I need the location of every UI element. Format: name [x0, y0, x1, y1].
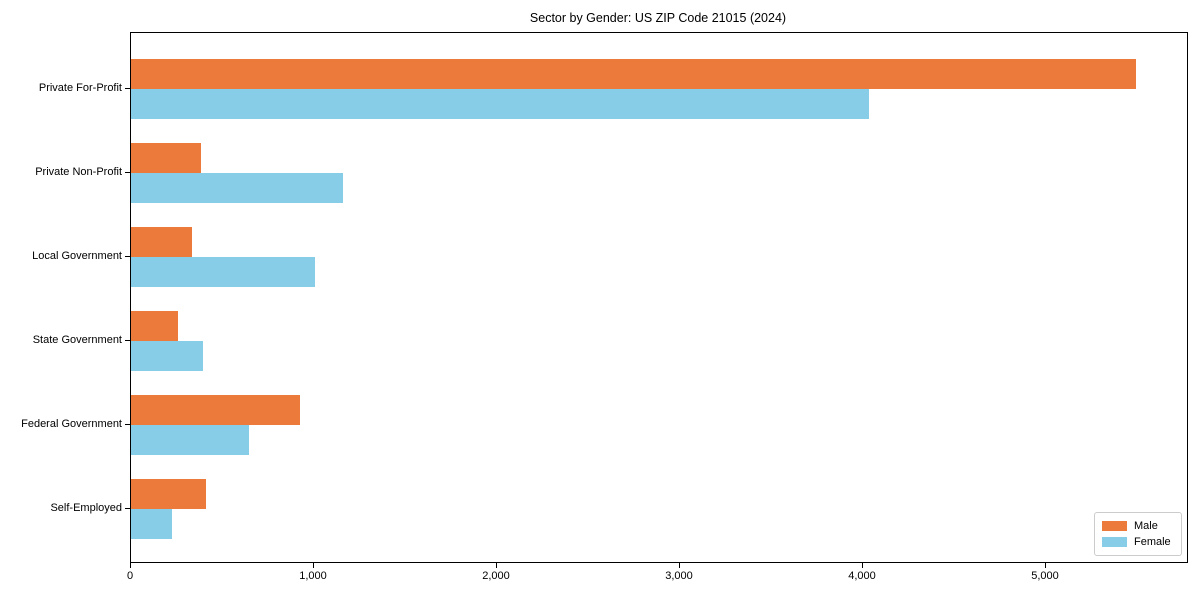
bar-female-0 — [131, 89, 869, 119]
y-tick — [125, 88, 130, 89]
bar-female-4 — [131, 425, 249, 455]
bar-male-5 — [131, 479, 206, 509]
y-tick — [125, 340, 130, 341]
bar-male-3 — [131, 311, 178, 341]
y-axis-label: State Government — [32, 334, 122, 346]
plot-area: Male Female — [130, 32, 1188, 563]
y-axis-label: Federal Government — [21, 418, 122, 430]
y-tick — [125, 508, 130, 509]
y-tick — [125, 256, 130, 257]
x-tick — [862, 563, 863, 568]
y-tick — [125, 424, 130, 425]
legend-label-female: Female — [1134, 536, 1171, 548]
x-axis-tick-label: 0 — [126, 570, 134, 582]
bar-female-5 — [131, 509, 172, 539]
x-axis-tick-label: 5,000 — [1031, 570, 1059, 582]
x-tick — [496, 563, 497, 568]
y-axis-label: Private For-Profit — [38, 82, 122, 94]
legend-label-male: Male — [1134, 520, 1158, 532]
bar-female-2 — [131, 257, 315, 287]
x-axis-tick-label: 1,000 — [299, 570, 327, 582]
bar-male-0 — [131, 59, 1136, 89]
male-series-swatch — [1102, 521, 1127, 531]
y-axis-label: Local Government — [32, 250, 122, 262]
y-axis-label: Self-Employed — [50, 502, 122, 514]
bar-male-4 — [131, 395, 300, 425]
x-axis-tick-label: 4,000 — [848, 570, 876, 582]
legend: Male Female — [1094, 512, 1182, 556]
legend-item-female: Female — [1102, 536, 1181, 548]
x-tick — [679, 563, 680, 568]
x-axis-tick-label: 3,000 — [665, 570, 693, 582]
x-axis-tick-label: 2,000 — [482, 570, 510, 582]
x-tick — [313, 563, 314, 568]
legend-item-male: Male — [1102, 520, 1181, 532]
bar-female-3 — [131, 341, 203, 371]
y-axis-label: Private Non-Profit — [35, 166, 122, 178]
chart-title: Sector by Gender: US ZIP Code 21015 (202… — [529, 11, 787, 25]
x-tick — [1045, 563, 1046, 568]
bar-female-1 — [131, 173, 343, 203]
bar-male-1 — [131, 143, 201, 173]
bar-male-2 — [131, 227, 192, 257]
x-tick — [130, 563, 131, 568]
female-series-swatch — [1102, 537, 1127, 547]
y-tick — [125, 172, 130, 173]
